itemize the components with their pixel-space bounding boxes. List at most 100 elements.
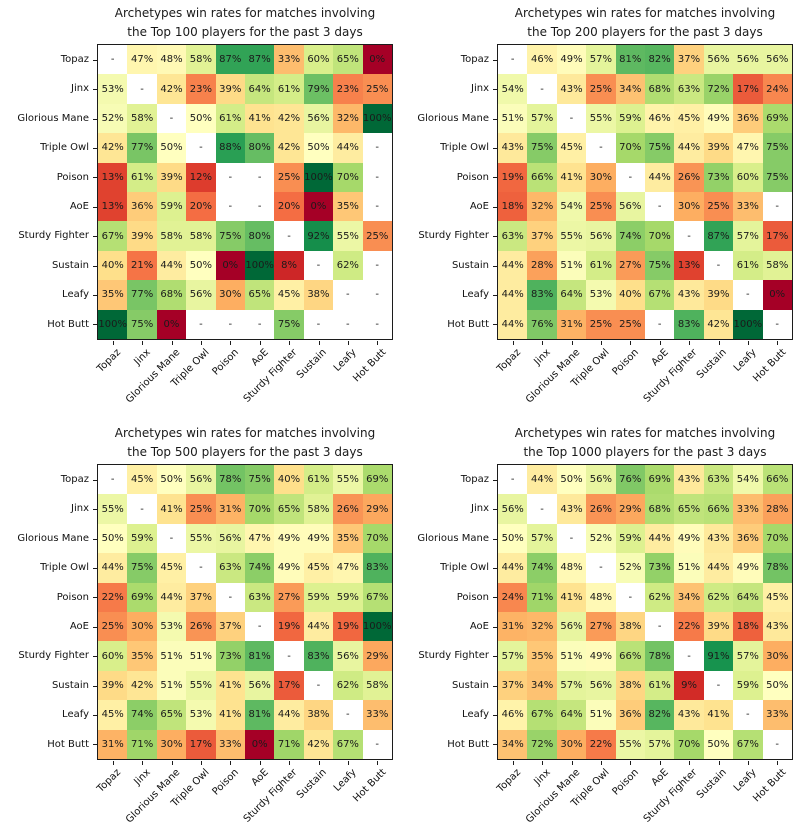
heatmap-cell: 35% [333,191,363,222]
heatmap-cell: 24% [498,582,528,612]
heatmap-cell: 67% [333,729,363,759]
heatmap-cell: 51% [674,553,704,583]
heatmap-cell: 58% [156,221,187,251]
heatmap-cell: 27% [274,582,304,612]
heatmap-cell: 62% [333,670,363,701]
heatmap-cell: 35% [333,523,363,554]
heatmap-cell: 39% [215,74,245,104]
y-tick-label: Sturdy Fighter [18,650,89,662]
x-tick-mark [259,341,261,345]
heatmap-cell: 25% [274,162,304,192]
heatmap-cell: 53% [156,611,187,642]
y-tick-label: Jinx [471,83,489,95]
heatmap-cell: 75% [215,221,245,251]
heatmap-cell: - [98,465,128,495]
heatmap-cell: 61% [644,670,675,701]
heatmap-cell: 100% [362,611,392,642]
heatmap-cell: 56% [615,191,645,222]
heatmap-cell: 27% [615,250,645,281]
heatmap-cell: 39% [703,280,734,310]
heatmap-cell: 64% [556,700,587,730]
heatmap-cell: 55% [586,103,616,134]
heatmap-cell: 22% [586,729,616,759]
x-tick-label: Poison [210,347,242,378]
heatmap-cell: 28% [527,250,557,281]
heatmap-cell: 20% [186,191,216,222]
x-tick-mark [718,761,720,765]
heatmap-cell: 44% [674,133,704,163]
y-tick-mark [493,177,497,179]
heatmap-cell: 87% [244,45,275,75]
heatmap-cell: 44% [274,700,304,730]
heatmap-cell: - [703,250,734,281]
heatmap-cell: 65% [274,494,304,524]
heatmap-chart-top-1000: Archetypes win rates for matches involvi… [400,420,802,840]
heatmap-cell: 70% [333,162,363,192]
heatmap-cell: 45% [127,465,157,495]
heatmap-cell: 13% [98,162,128,192]
heatmap-cell: 33% [733,494,763,524]
heatmap-cell: 33% [215,729,245,759]
heatmap-cell: - [303,309,334,339]
heatmap-cell: - [615,162,645,192]
heatmap-cell: 53% [186,700,216,730]
heatmap-cell: - [333,280,363,310]
heatmap-cell: 34% [498,729,528,759]
heatmap-cell: - [303,670,334,701]
heatmap-cell: 60% [98,641,128,671]
heatmap-cell: 58% [762,250,792,281]
heatmap-cell: 43% [556,494,587,524]
heatmap-cell: 40% [615,280,645,310]
x-tick-mark [112,761,114,765]
x-tick-mark [630,341,632,345]
heatmap-cell: 60% [303,45,334,75]
heatmap-cell: 48% [556,553,587,583]
x-tick-label: AoE [249,767,271,789]
x-tick-label: Jinx [132,767,153,788]
heatmap-cell: 58% [362,670,392,701]
heatmap-cell: - [98,45,128,75]
heatmap-cell: 80% [244,133,275,163]
chart-title-line2: the Top 100 players for the past 3 days [127,25,363,39]
chart-title-line1: Archetypes win rates for matches involvi… [514,6,776,20]
chart-title: Archetypes win rates for matches involvi… [97,424,393,462]
heatmap-cell: 62% [703,582,734,612]
y-tick-mark [93,294,97,296]
heatmap-cell: 44% [644,523,675,554]
y-tick-label: Topaz [60,54,89,65]
x-tick-mark [512,761,514,765]
heatmap-cell: 67% [644,280,675,310]
heatmap-cell: 0% [303,191,334,222]
heatmap-cell: - [362,309,392,339]
heatmap-cell: - [527,494,557,524]
heatmap-cell: 41% [244,103,275,134]
heatmap-cell: 32% [527,611,557,642]
heatmap-cell: 56% [303,103,334,134]
y-tick-label: Jinx [71,83,89,95]
heatmap-cell: 56% [333,641,363,671]
heatmap-cell: 57% [527,523,557,554]
chart-title-line1: Archetypes win rates for matches involvi… [514,426,776,440]
heatmap-cell: 25% [98,611,128,642]
y-tick-label: Hot Butt [447,738,489,750]
y-tick-mark [493,597,497,599]
heatmap-cell: 43% [674,465,704,495]
heatmap-cell: 83% [362,553,392,583]
heatmap-cell: 58% [127,103,157,134]
heatmap-cell: - [333,700,363,730]
heatmap-cell: - [362,133,392,163]
y-tick-mark [93,626,97,628]
heatmap-cell: 66% [703,494,734,524]
heatmap-cell: 55% [333,221,363,251]
heatmap-cell: 58% [186,221,216,251]
heatmap-cell: - [703,670,734,701]
heatmap-cell: - [762,309,792,339]
heatmap-cell: 69% [644,465,675,495]
y-tick-mark [93,177,97,179]
x-tick-label: Leafy [731,347,759,374]
heatmap-cell: 67% [527,700,557,730]
heatmap-cell: 45% [156,553,187,583]
heatmap-cell: 19% [333,611,363,642]
heatmap-cell: 23% [186,74,216,104]
heatmap-cell: 42% [274,133,304,163]
